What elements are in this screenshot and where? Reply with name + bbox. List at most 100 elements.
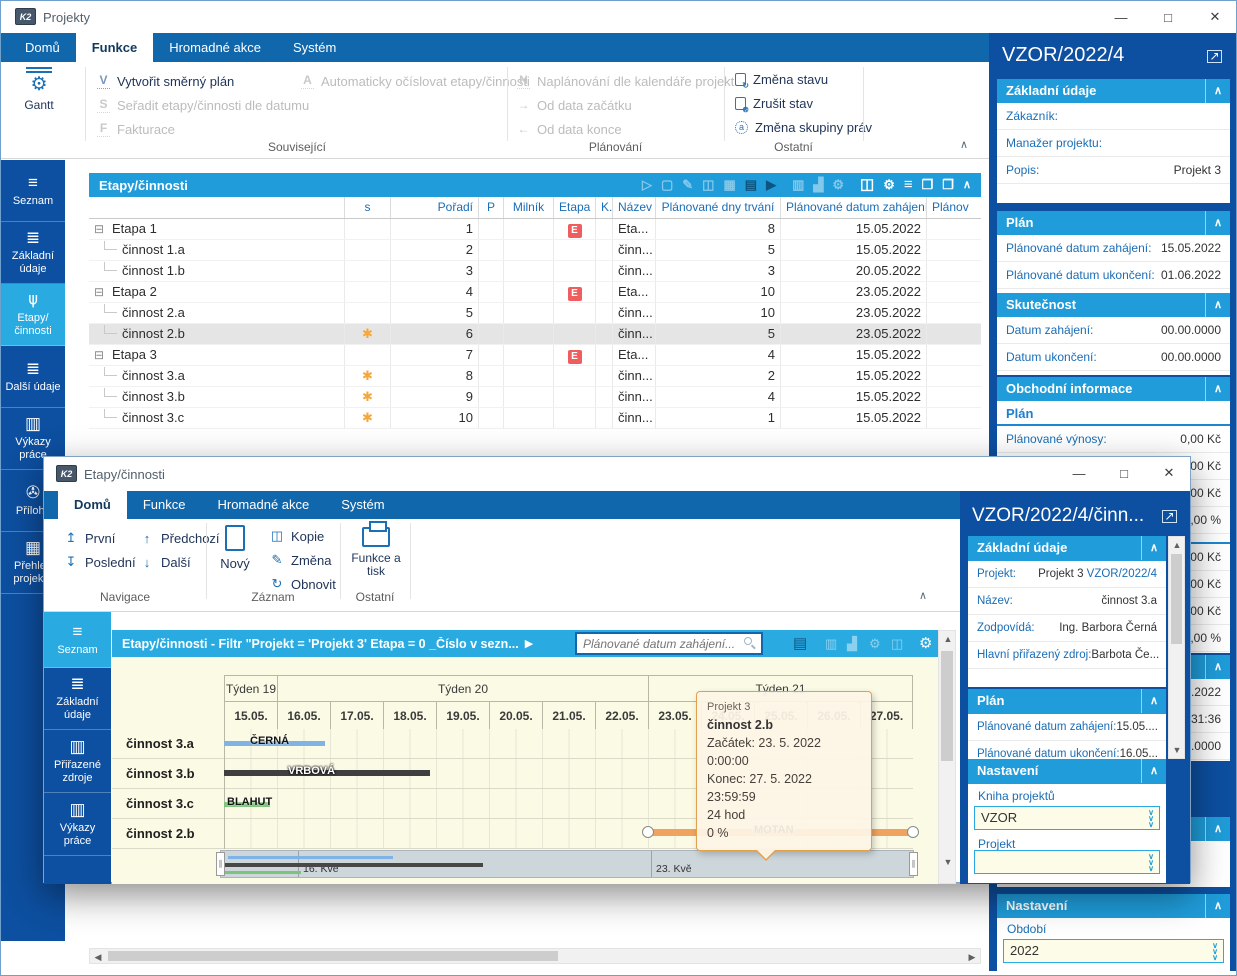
- popout-button[interactable]: ↗: [1207, 50, 1222, 63]
- col-name[interactable]: [89, 197, 345, 218]
- cascade-icon[interactable]: ❐: [921, 177, 934, 192]
- ribbon-item-prvni[interactable]: ↥ První: [65, 530, 116, 546]
- col-dny[interactable]: Plánované dny trvání: [656, 197, 781, 218]
- ribbon-collapse-button[interactable]: ∧: [910, 589, 936, 602]
- collapse-icon[interactable]: ∧: [1141, 689, 1166, 713]
- tab-funkce[interactable]: Funkce: [142, 497, 186, 512]
- table-row[interactable]: ⊟ Etapa 1 1 E Eta... 8 15.05.2022: [89, 219, 981, 240]
- sidebar-item-dalsi-udaje[interactable]: ≣ Další údaje: [1, 346, 65, 408]
- timeline-handle-right[interactable]: ∥: [909, 852, 918, 876]
- section-header-zakladni-udaje[interactable]: Základní údaje ∧: [968, 536, 1166, 561]
- maximize-button[interactable]: □: [1146, 1, 1190, 33]
- table-row[interactable]: ⊟ Etapa 3 7 E Eta... 4 15.05.2022: [89, 345, 981, 366]
- tab-hromadne-akce[interactable]: Hromadné akce: [217, 497, 310, 512]
- sidebar-item-prirazene-zdroje[interactable]: ▥ Přiřazené zdroje: [44, 730, 111, 793]
- gantt-row[interactable]: činnost 3.c: [112, 789, 913, 819]
- panel-collapse-icon[interactable]: ∧: [962, 179, 971, 191]
- funkce-a-tisk-button[interactable]: Funkce a tisk: [346, 521, 406, 593]
- ribbon-item-kopie[interactable]: ◫ Kopie: [270, 528, 325, 544]
- maximize-button[interactable]: □: [1102, 457, 1146, 489]
- tab-system[interactable]: Systém: [341, 497, 385, 512]
- tree-expand-icon[interactable]: ⊟: [94, 285, 105, 299]
- section-header-nastaveni[interactable]: Nastavení ∧: [997, 894, 1230, 918]
- layers-icon[interactable]: ▤: [793, 634, 808, 652]
- projekt-combo[interactable]: ∨ ∨ ∨: [974, 850, 1160, 874]
- project-link[interactable]: VZOR/2022/4: [1086, 568, 1157, 580]
- gantt-bar-blahut[interactable]: [224, 802, 270, 807]
- scroll-up-icon[interactable]: ▲: [943, 634, 953, 644]
- section-header-plan[interactable]: Plán ∧: [968, 689, 1166, 714]
- collapse-icon[interactable]: ∧: [1205, 79, 1230, 103]
- sidebar-item-etapy-cinnosti[interactable]: ⋔ Etapy/ činnosti: [1, 284, 65, 346]
- ribbon-item-obnovit[interactable]: ↻ Obnovit: [271, 576, 336, 592]
- sidebar-item-zakladni-udaje[interactable]: ≣ Základní údaje: [1, 222, 65, 284]
- tab-hromadne-akce[interactable]: Hromadné akce: [169, 40, 261, 55]
- menu-icon[interactable]: ≡: [903, 176, 913, 193]
- gantt-bar-cerna[interactable]: [224, 741, 325, 746]
- tab-system[interactable]: Systém: [292, 40, 337, 55]
- collapse-icon[interactable]: ∧: [1205, 817, 1230, 841]
- table-row[interactable]: činnost 1.b 3 činn... 3 20.05.2022: [89, 261, 981, 282]
- section-header-zakladni-udaje[interactable]: Základní údaje ∧: [997, 79, 1230, 103]
- obdobi-combo[interactable]: 2022 ∨ ∨ ∨: [1003, 939, 1224, 963]
- kniha-projektu-combo[interactable]: VZOR ∨ ∨ ∨: [974, 806, 1160, 830]
- sidebar-item-vykazy-prace[interactable]: ▥ Výkazy práce: [1, 408, 65, 470]
- scroll-right-icon[interactable]: ▶: [968, 952, 976, 962]
- bar-handle-right[interactable]: [907, 826, 919, 838]
- tree-expand-icon[interactable]: ⊟: [94, 348, 105, 362]
- ribbon-item-zmena[interactable]: ✎ Změna: [271, 552, 332, 568]
- tab-funkce[interactable]: Funkce: [75, 33, 154, 62]
- scroll-up-icon[interactable]: ▲: [1172, 540, 1182, 550]
- gear-icon[interactable]: ⚙: [919, 634, 933, 652]
- gantt-row[interactable]: činnost 3.a: [112, 729, 913, 759]
- scroll-down-icon[interactable]: ▼: [1172, 745, 1182, 755]
- section-header-skutecnost[interactable]: Skutečnost ∧: [997, 293, 1230, 317]
- sidebar-item-seznam[interactable]: ≡ Seznam: [44, 612, 111, 668]
- gantt-bar-vrbova[interactable]: [224, 770, 430, 776]
- scroll-left-icon[interactable]: ◀: [94, 952, 102, 962]
- col-etapa[interactable]: Etapa: [554, 197, 596, 218]
- tab-domu[interactable]: Domů: [58, 491, 127, 519]
- sidebar-item-zakladni-udaje[interactable]: ≣ Základní údaje: [44, 668, 111, 730]
- table-row[interactable]: činnost 3.c ✱ 10 činn... 1 15.05.2022: [89, 408, 981, 429]
- sidebar-item-prilohy[interactable]: ✇ Přílohy: [1, 470, 65, 532]
- collapse-icon[interactable]: ∧: [1205, 894, 1230, 918]
- table-row[interactable]: činnost 2.a 5 činn... 10 23.05.2022: [89, 303, 981, 324]
- col-p[interactable]: P: [479, 197, 504, 218]
- ribbon-item-predchozi[interactable]: ↑ Předchozí: [140, 528, 220, 548]
- section-header-plan[interactable]: Plán ∧: [997, 211, 1230, 235]
- close-button[interactable]: ✕: [1193, 1, 1236, 33]
- collapse-icon[interactable]: ∧: [1141, 759, 1166, 783]
- table-row[interactable]: ⊟ Etapa 2 4 E Eta... 10 23.05.2022: [89, 282, 981, 303]
- child-vscrollbar[interactable]: ▲ ▼: [938, 630, 956, 884]
- novy-button[interactable]: Nový: [212, 525, 258, 595]
- panel-scroll-thumb[interactable]: [1171, 554, 1182, 644]
- sidebar-item-seznam[interactable]: ≡ Seznam: [1, 160, 65, 222]
- hscroll-thumb[interactable]: [108, 951, 558, 961]
- table-row[interactable]: činnost 3.b ✱ 9 činn... 4 15.05.2022: [89, 387, 981, 408]
- collapse-icon[interactable]: ∧: [1205, 293, 1230, 317]
- collapse-icon[interactable]: ∧: [1205, 655, 1230, 679]
- ribbon-item-zmena-stavu[interactable]: Změna stavu: [735, 69, 828, 90]
- collapse-icon[interactable]: ∧: [1205, 211, 1230, 235]
- gantt-button[interactable]: ⚙ Gantt: [11, 67, 67, 139]
- col-poradi[interactable]: Pořadí: [391, 197, 479, 218]
- ribbon-item-dalsi[interactable]: ↓ Další: [140, 552, 191, 572]
- ribbon-item-zrusit-stav[interactable]: Zrušit stav: [735, 93, 813, 114]
- main-hscrollbar[interactable]: ◀ ▶: [89, 948, 981, 964]
- table-row-selected[interactable]: činnost 2.b ✱ 6 činn... 5 23.05.2022: [89, 324, 981, 345]
- sidebar-item-prehled-projektu[interactable]: ▦ Přehled projektů: [1, 532, 65, 594]
- tab-domu[interactable]: Domů: [25, 40, 60, 55]
- col-planov[interactable]: Plánov: [932, 200, 969, 214]
- section-header-obchodni-informace[interactable]: Obchodní informace ∧: [997, 377, 1230, 401]
- popout-button[interactable]: ↗: [1162, 510, 1177, 523]
- scroll-down-icon[interactable]: ▼: [943, 857, 953, 867]
- col-nazev[interactable]: Název: [613, 197, 656, 218]
- collapse-icon[interactable]: ∧: [1141, 536, 1166, 560]
- col-k[interactable]: K...: [596, 197, 613, 218]
- table-row[interactable]: činnost 1.a 2 činn... 5 15.05.2022: [89, 240, 981, 261]
- bar-handle-left[interactable]: [642, 826, 654, 838]
- col-zahajeni[interactable]: Plánované datum zahájení: [781, 197, 927, 218]
- close-button[interactable]: ✕: [1147, 457, 1191, 489]
- timeline-handle-left[interactable]: ∥: [216, 852, 225, 876]
